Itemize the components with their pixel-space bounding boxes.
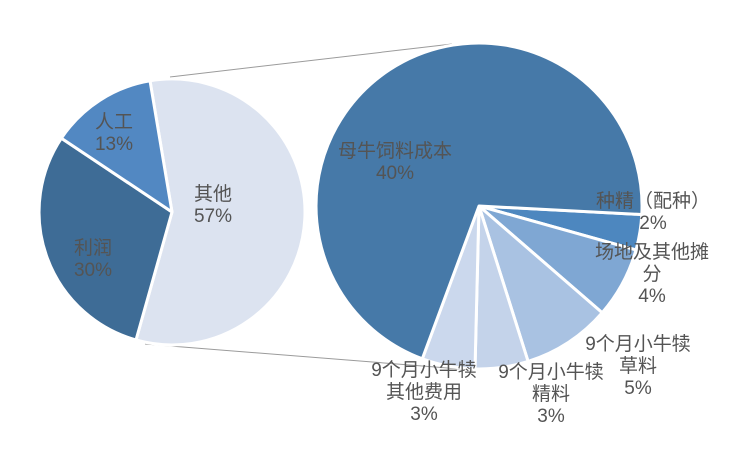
pie-slice-cow-feed-cost [314, 41, 644, 361]
label-calf-forage-name2: 草料 [618, 356, 658, 377]
label-calf-forage-name1: 9个月小牛犊 [585, 334, 691, 355]
label-labor: 人工 13% [95, 112, 133, 156]
label-site-allocation-name2: 分 [642, 264, 662, 285]
pie-slice-calf-forage [477, 204, 604, 363]
label-calf-other-costs: 9个月小牛犊 其他费用 3% [371, 360, 477, 426]
label-calf-concentrate-name2: 精料 [531, 384, 571, 405]
series-connector-line-top [169, 43, 453, 78]
label-labor-name: 人工 [94, 112, 133, 133]
label-site-allocation-name1: 场地及其他摊 [594, 242, 710, 263]
label-cow-feed-cost-name: 母牛饲料成本 [337, 141, 453, 162]
label-calf-other-costs-value: 3% [410, 404, 438, 425]
label-calf-concentrate-name1: 9个月小牛犊 [498, 362, 604, 383]
label-site-allocation-value: 4% [638, 286, 666, 307]
series-connector-line-bottom [144, 343, 474, 371]
label-calf-forage: 9个月小牛犊 草料 5% [585, 334, 691, 400]
label-other-group-name: 其他 [193, 184, 232, 205]
label-breeding-semen: 种精（配种） 2% [596, 191, 710, 235]
label-breeding-semen-name: 种精（配种） [595, 191, 711, 212]
label-labor-value: 13% [94, 134, 134, 155]
label-profit: 利润 30% [74, 238, 112, 282]
label-breeding-semen-value: 2% [639, 213, 667, 234]
label-calf-other-costs-name2: 其他费用 [385, 382, 463, 403]
label-profit-name: 利润 [73, 238, 112, 259]
pie-slice-profit [37, 136, 174, 342]
label-calf-concentrate-value: 3% [537, 406, 565, 427]
label-site-allocation: 场地及其他摊 分 4% [595, 242, 709, 308]
label-calf-forage-value: 5% [624, 378, 652, 399]
pie-slice-labor [59, 79, 174, 214]
pie-slice-other-group [134, 77, 307, 347]
label-other-group: 其他 57% [194, 184, 232, 228]
label-cow-feed-cost: 母牛饲料成本 40% [338, 141, 452, 185]
label-cow-feed-cost-value: 40% [375, 163, 415, 184]
label-calf-other-costs-name1: 9个月小牛犊 [371, 360, 477, 381]
label-profit-value: 30% [73, 260, 113, 281]
label-calf-concentrate: 9个月小牛犊 精料 3% [498, 362, 604, 428]
label-other-group-value: 57% [193, 206, 233, 227]
